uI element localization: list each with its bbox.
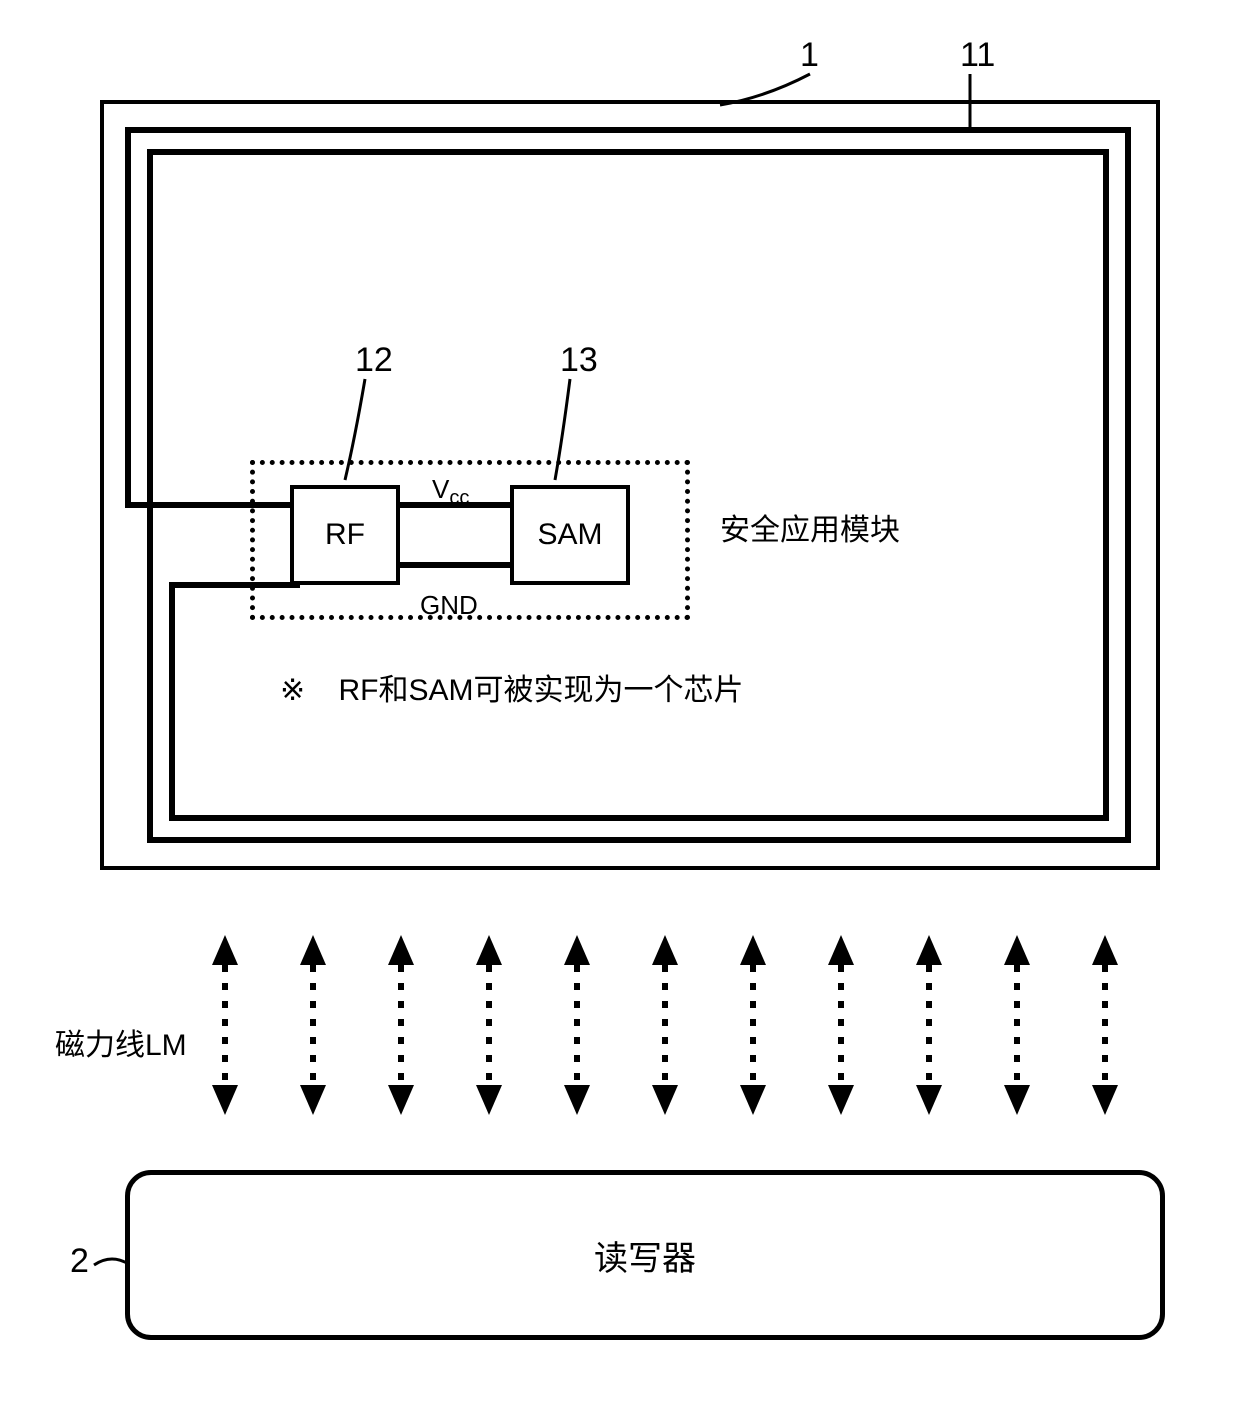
rf-block-label: RF: [325, 518, 365, 552]
ref-13: 13: [560, 341, 598, 380]
ref-1: 1: [800, 36, 819, 75]
sam-block: SAM: [510, 485, 630, 585]
vcc-label: Vcc: [432, 474, 469, 510]
security-module-label: 安全应用模块: [720, 505, 900, 549]
ref-2: 2: [70, 1242, 89, 1281]
ref-12: 12: [355, 341, 393, 380]
magnetic-lines-label: 磁力线LM: [55, 1020, 187, 1064]
gnd-label: GND: [420, 590, 478, 621]
chip-note: ※ RF和SAM可被实现为一个芯片: [280, 665, 744, 709]
reader-writer-label: 读写器: [594, 1231, 696, 1280]
rf-block: RF: [290, 485, 400, 585]
sam-block-label: SAM: [537, 518, 602, 552]
ref-11: 11: [960, 36, 995, 75]
reader-writer-box: 读写器: [125, 1170, 1165, 1340]
note-symbol: ※: [280, 674, 305, 707]
note-text: RF和SAM可被实现为一个芯片: [339, 674, 744, 707]
